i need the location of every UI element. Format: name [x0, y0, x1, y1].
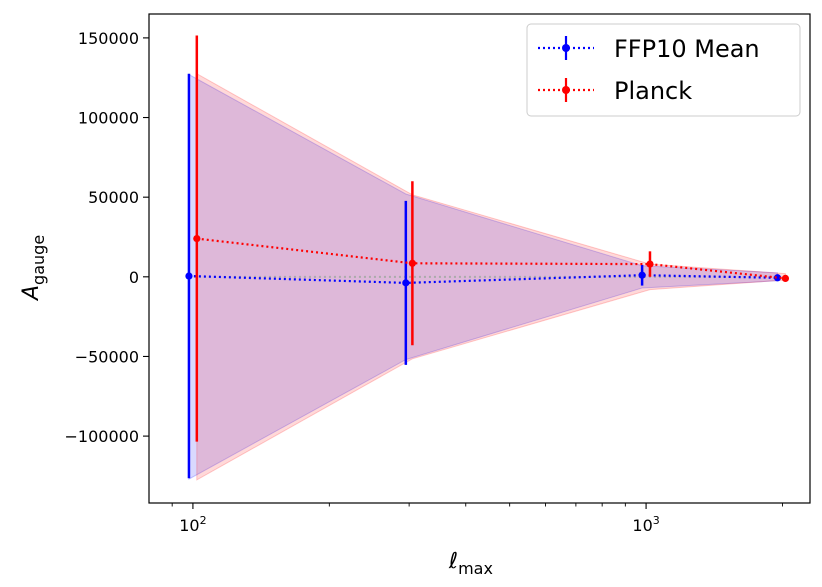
legend-entry-planck: Planck [538, 77, 692, 105]
ticks-layer [143, 37, 783, 509]
x-tick-labels: 102 103 [179, 514, 660, 535]
y-tick-label: −50000 [75, 347, 139, 366]
x-tick-base: 10 [179, 516, 199, 535]
legend-label-ffp10: FFP10 Mean [614, 35, 760, 63]
y-tick-label: 100000 [78, 109, 139, 128]
y-tick-label: 150000 [78, 29, 139, 48]
y-axis-title: Agauge [19, 235, 48, 302]
data-point [408, 259, 416, 267]
x-axis-symbol: ℓ [448, 549, 458, 574]
data-point [773, 274, 782, 282]
y-tick-label: 0 [129, 268, 139, 287]
legend-marker-ffp10 [562, 44, 570, 52]
data-point [193, 234, 201, 243]
data-point [781, 274, 790, 283]
series-line-0 [188, 274, 778, 285]
series-layer [185, 35, 790, 479]
data-point [638, 271, 646, 279]
legend: FFP10 Mean Planck [526, 23, 801, 117]
x-tick-label: 103 [632, 514, 659, 535]
legend-entry-ffp10: FFP10 Mean [538, 35, 760, 63]
y-axis-symbol: A [19, 285, 44, 302]
x-tick-exponent: 3 [653, 514, 660, 527]
x-axis-subscript: max [458, 559, 493, 578]
y-tick-label: 50000 [88, 188, 139, 207]
plot-frame [148, 13, 811, 504]
x-axis-title: ℓmax [448, 549, 493, 578]
data-point [402, 279, 410, 287]
legend-label-planck: Planck [614, 77, 692, 105]
y-tick-labels: −100000 −50000 0 50000 100000 150000 [65, 29, 139, 446]
y-tick-label: −100000 [65, 427, 139, 446]
x-tick-label: 102 [179, 514, 206, 535]
x-tick-base: 10 [632, 516, 652, 535]
data-point [185, 272, 193, 280]
data-point [646, 260, 654, 268]
y-axis-subscript: gauge [29, 235, 48, 285]
legend-marker-planck [562, 86, 570, 94]
series-line-1 [196, 237, 786, 280]
legend-box [526, 23, 801, 117]
x-tick-exponent: 2 [200, 514, 207, 527]
